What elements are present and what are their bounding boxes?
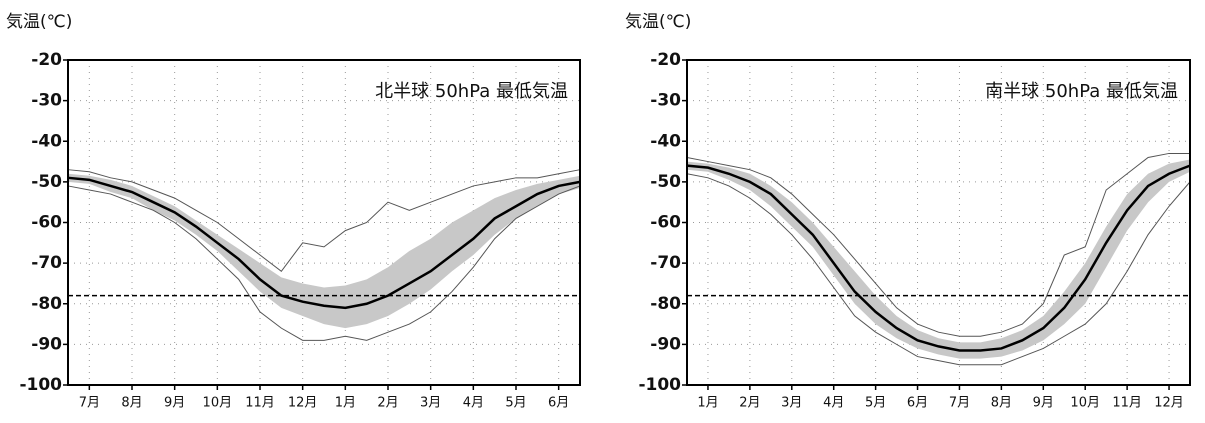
y-tick-label: -60 xyxy=(650,213,681,233)
annotation: 北半球 50hPa 最低気温 xyxy=(375,81,568,102)
y-tick-label: -100 xyxy=(638,375,681,395)
x-tick-label: 1月 xyxy=(335,396,356,411)
y-tick-label: -20 xyxy=(650,50,681,70)
y-tick-label: -80 xyxy=(650,294,681,314)
x-tick-label: 2月 xyxy=(377,396,398,411)
y-tick-label: -40 xyxy=(650,131,681,151)
x-tick-label: 8月 xyxy=(991,396,1012,411)
x-tick-label: 12月 xyxy=(1154,396,1184,411)
x-tick-label: 4月 xyxy=(463,396,484,411)
x-tick-label: 4月 xyxy=(823,396,844,411)
x-tick-label: 10月 xyxy=(203,396,233,411)
y-tick-label: -20 xyxy=(31,50,62,70)
y-tick-label: -60 xyxy=(31,213,62,233)
y-tick-label: -40 xyxy=(31,131,62,151)
x-tick-label: 3月 xyxy=(420,396,441,411)
line xyxy=(686,173,1191,366)
x-tick-label: 5月 xyxy=(865,396,886,411)
y-tick-label: -30 xyxy=(31,91,62,111)
y-tick-label: -80 xyxy=(31,294,62,314)
line xyxy=(686,152,1190,337)
y-tick-label: -30 xyxy=(650,91,681,111)
y-tick-label: -70 xyxy=(650,253,681,273)
x-tick-label: 9月 xyxy=(1033,396,1054,411)
x-tick-label: 5月 xyxy=(505,396,526,411)
line xyxy=(67,185,581,341)
x-tick-label: 6月 xyxy=(907,396,928,411)
y-tick-label: -100 xyxy=(19,375,62,395)
line xyxy=(67,169,581,272)
annotation: 南半球 50hPa 最低気温 xyxy=(985,81,1178,102)
x-tick-label: 7月 xyxy=(79,396,100,411)
x-tick-label: 6月 xyxy=(548,396,569,411)
x-tick-label: 10月 xyxy=(1070,396,1100,411)
line xyxy=(67,176,581,310)
x-tick-label: 11月 xyxy=(1112,396,1142,411)
y-tick-label: -50 xyxy=(31,172,62,192)
x-tick-label: 12月 xyxy=(288,396,318,411)
x-tick-label: 7月 xyxy=(949,396,970,411)
y-axis-label: 気温(℃) xyxy=(6,12,72,32)
x-tick-label: 3月 xyxy=(781,396,802,411)
x-tick-label: 11月 xyxy=(245,396,275,411)
plot-frame xyxy=(686,59,1191,386)
x-tick-label: 9月 xyxy=(164,396,185,411)
y-tick-label: -90 xyxy=(650,334,681,354)
x-tick-label: 8月 xyxy=(121,396,142,411)
y-axis-label: 気温(℃) xyxy=(625,12,691,32)
y-tick-label: -50 xyxy=(650,172,681,192)
x-tick-label: 2月 xyxy=(739,396,760,411)
x-tick-label: 1月 xyxy=(697,396,718,411)
y-tick-label: -90 xyxy=(31,334,62,354)
line xyxy=(686,164,1191,352)
plot-frame xyxy=(67,59,581,386)
y-tick-label: -70 xyxy=(31,253,62,273)
